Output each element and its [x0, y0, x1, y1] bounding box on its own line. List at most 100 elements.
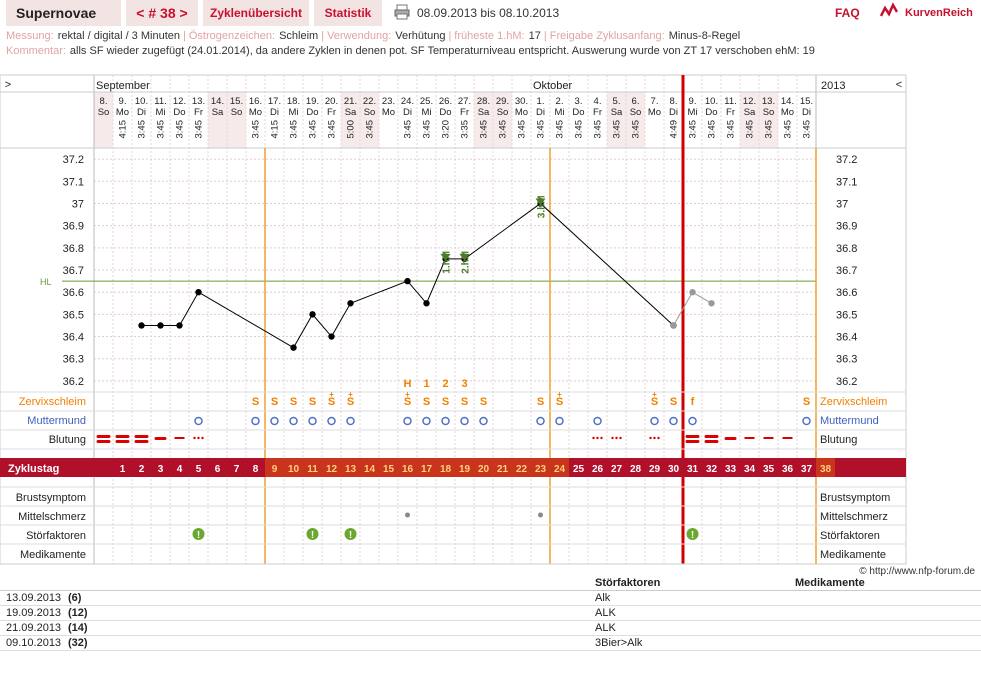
blutung-spot — [657, 436, 660, 440]
cycle-day-number: 9 — [272, 464, 278, 475]
hm-marker — [459, 253, 470, 261]
day-date: 9. — [689, 96, 697, 107]
day-date: 9. — [119, 96, 127, 107]
zervix-symbol: S — [271, 396, 278, 408]
weekday: Mo — [515, 107, 528, 118]
blutung-mark — [134, 435, 149, 438]
notes-header: Störfaktoren Medikamente — [0, 576, 981, 591]
temperature-curve — [673, 291, 712, 326]
note-row: 21.09.2013 (14) ALK — [0, 621, 981, 636]
measure-time: 3:20 — [441, 120, 452, 139]
weekday: So — [231, 107, 243, 118]
messung-label: Messung: — [6, 30, 54, 42]
verwendung-label: Verwendung: — [327, 30, 392, 42]
note-date: 19.09.2013 — [6, 607, 62, 619]
muttermund-symbol — [403, 416, 412, 426]
blutung-mark — [685, 440, 700, 443]
measure-time: 3:45 — [726, 120, 737, 139]
zervix-symbol: S — [423, 396, 430, 408]
y-tick-label-left: 37 — [72, 198, 84, 210]
cycle-day-number: 23 — [535, 464, 547, 475]
measure-time: 3:45 — [498, 120, 509, 139]
cycle-day-number: 24 — [554, 464, 566, 475]
muttermund-symbol — [441, 416, 450, 426]
fertile-day-cell — [531, 458, 550, 477]
cycle-day-number: 28 — [630, 464, 642, 475]
blutung-mark — [704, 440, 719, 443]
temperature-point — [157, 322, 164, 329]
blutung-mark — [154, 437, 167, 440]
measure-time: 3:45 — [251, 120, 262, 139]
print-icon[interactable] — [394, 4, 410, 20]
measure-time: 3:45 — [631, 120, 642, 139]
temperature-point — [708, 300, 715, 307]
blutung-mark — [174, 437, 185, 439]
hm-label: 3.hM — [537, 195, 548, 218]
oestrogen-label: Östrogenzeichen: — [188, 30, 276, 42]
cycle-day-number: 7 — [234, 464, 240, 475]
y-tick-label-right: 36.4 — [836, 332, 857, 344]
logo-text[interactable]: KurvenReich — [905, 7, 973, 19]
zervix-symbol: S — [670, 396, 677, 408]
measure-time: 3:45 — [802, 120, 813, 139]
measure-time: 3:45 — [783, 120, 794, 139]
zervix-symbol: S — [537, 396, 544, 408]
cycle-day-number: 25 — [573, 464, 585, 475]
peak-marker: H — [404, 378, 412, 390]
weekday: Di — [802, 107, 811, 118]
faq-link[interactable]: FAQ — [835, 6, 860, 20]
day-date: 26. — [439, 96, 452, 107]
measure-time: 3:45 — [536, 120, 547, 139]
measure-time: 3:45 — [308, 120, 319, 139]
note-stoerfaktor: Alk — [595, 592, 611, 604]
day-date: 6. — [632, 96, 640, 107]
y-tick-label-right: 36.6 — [836, 287, 857, 299]
statistics-tab[interactable]: Statistik — [314, 0, 382, 26]
weekend-shade — [360, 92, 379, 148]
day-date: 8. — [670, 96, 678, 107]
zervix-symbol: S — [442, 396, 449, 408]
cycle-day-number: 4 — [177, 464, 183, 475]
blutung-spot — [615, 436, 618, 440]
blutung-spot — [649, 436, 652, 440]
cycle-day-number: 8 — [253, 464, 259, 475]
weekend-shade — [626, 92, 645, 148]
weekday: Mo — [116, 107, 129, 118]
note-row: 19.09.2013 (12) ALK — [0, 606, 981, 621]
weekend-shade — [341, 92, 360, 148]
measure-time: 3:45 — [574, 120, 585, 139]
measure-time: 3:45 — [479, 120, 490, 139]
weekday: Mi — [687, 107, 697, 118]
stoerfaktor-icon-mark: ! — [197, 530, 200, 541]
muttermund-symbol — [460, 416, 469, 426]
weekday: Mo — [648, 107, 661, 118]
temperature-point — [423, 300, 430, 307]
zervix-plus: + — [557, 390, 562, 399]
hm-marker — [440, 253, 451, 261]
muttermund-label-right: Muttermund — [820, 415, 879, 427]
fertile-day-cell — [360, 458, 379, 477]
year-label: 2013 — [821, 80, 845, 92]
left-label-column — [0, 74, 95, 565]
measure-time: 3:45 — [517, 120, 528, 139]
measure-time: 3:45 — [707, 120, 718, 139]
day-date: 11. — [724, 96, 737, 107]
cycle-overview-tab[interactable]: Zyklenübersicht — [203, 0, 309, 26]
day-date: 30. — [515, 96, 528, 107]
measure-time: 3:45 — [593, 120, 604, 139]
zyklustag-label: Zyklustag — [8, 463, 59, 475]
blutung-mark — [782, 437, 793, 439]
day-date: 3. — [575, 96, 583, 107]
y-tick-label-left: 37.2 — [63, 154, 84, 166]
zervix-symbol: S — [347, 396, 354, 408]
measurement-info-line: Messung: rektal / digital / 3 Minuten | Öst… — [6, 30, 741, 42]
measure-time: 3:45 — [555, 120, 566, 139]
blutung-label-right: Blutung — [820, 434, 857, 446]
measure-time: 3:45 — [688, 120, 699, 139]
y-tick-label-right: 36.2 — [836, 376, 857, 388]
weekend-shade — [493, 92, 512, 148]
day-date: 28. — [477, 96, 490, 107]
cycle-navigation[interactable]: < # 38 > — [126, 0, 198, 26]
note-date: 21.09.2013 — [6, 622, 62, 634]
kommentar-value: alls SF wieder zugefügt (24.01.2014), da… — [69, 45, 815, 57]
